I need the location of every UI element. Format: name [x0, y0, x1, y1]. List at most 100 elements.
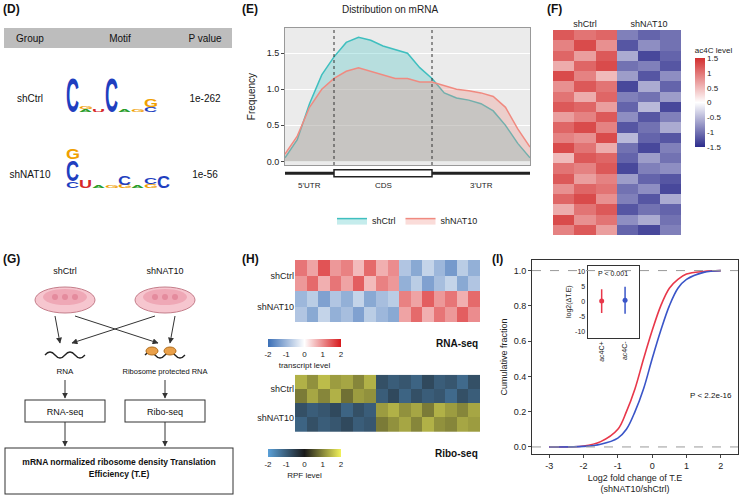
html-text:(G): (G): [3, 252, 21, 266]
svg-text:G: G: [79, 107, 93, 110]
svg-text:2: 2: [339, 350, 344, 359]
svg-text:-1: -1: [614, 461, 622, 471]
svg-text:mRNA normalized ribosome densi: mRNA normalized ribosome density Transla…: [22, 457, 215, 467]
svg-text:A: A: [92, 185, 105, 188]
svg-text:-0.5: -0.5: [707, 113, 721, 122]
svg-text:-1: -1: [283, 350, 291, 359]
svg-text:Group: Group: [16, 33, 44, 44]
svg-text:0.4: 0.4: [514, 372, 527, 382]
svg-text:G: G: [131, 109, 145, 113]
svg-text:Distribution on mRNA: Distribution on mRNA: [342, 4, 438, 15]
svg-text:0.0: 0.0: [267, 157, 280, 167]
svg-text:2: 2: [718, 461, 723, 471]
svg-text:Efficiency (T.E): Efficiency (T.E): [89, 469, 150, 479]
svg-text:ac4C-: ac4C-: [621, 341, 628, 360]
svg-text:1: 1: [321, 350, 326, 359]
svg-text:G: G: [66, 146, 80, 163]
svg-text:1.0: 1.0: [267, 84, 280, 94]
svg-text:-5: -5: [579, 313, 585, 320]
svg-text:0.0: 0.0: [514, 442, 527, 452]
svg-text:C: C: [157, 173, 171, 192]
svg-text:-1: -1: [283, 460, 291, 469]
svg-text:-2: -2: [264, 460, 272, 469]
svg-text:2: 2: [339, 460, 344, 469]
svg-text:shNAT10: shNAT10: [147, 266, 184, 276]
svg-text:Log2 fold change of T.E(shNAT1: Log2 fold change of T.E(shNAT10/shCtrl): [588, 473, 682, 495]
svg-text:0: 0: [302, 350, 307, 359]
svg-text:3'UTR: 3'UTR: [470, 181, 493, 190]
svg-text:A: A: [131, 185, 144, 188]
svg-text:Ribo-seq: Ribo-seq: [147, 407, 183, 417]
svg-text:0.2: 0.2: [514, 407, 527, 417]
svg-text:-10: -10: [575, 328, 585, 335]
svg-text:transcript level: transcript level: [279, 361, 331, 370]
svg-text:5: 5: [581, 283, 585, 290]
svg-text:Ribo-seq: Ribo-seq: [435, 448, 478, 459]
svg-text:shCtrl: shCtrl: [573, 19, 597, 29]
svg-text:P < 0.001: P < 0.001: [598, 270, 628, 277]
html-text:(F): (F): [547, 2, 563, 16]
svg-text:RNA-seq: RNA-seq: [47, 407, 84, 417]
svg-text:shNAT10: shNAT10: [441, 216, 478, 226]
html-text:(E): (E): [242, 2, 258, 16]
svg-text:C: C: [66, 153, 79, 188]
svg-text:log2(ΔT.E): log2(ΔT.E): [565, 285, 573, 318]
svg-text:RPF level: RPF level: [287, 471, 322, 480]
svg-text:0: 0: [707, 98, 712, 107]
svg-text:P < 2.2e-16: P < 2.2e-16: [690, 391, 732, 400]
svg-text:ac4C level: ac4C level: [695, 46, 733, 55]
svg-text:1.0: 1.0: [514, 266, 527, 276]
svg-text:shCtrl: shCtrl: [270, 271, 294, 281]
svg-text:0.5: 0.5: [267, 120, 280, 130]
svg-text:-1: -1: [707, 128, 715, 137]
svg-text:P value: P value: [188, 33, 222, 44]
html-text:(D): (D): [3, 2, 20, 16]
svg-text:-3: -3: [545, 461, 553, 471]
svg-text:0: 0: [650, 461, 655, 471]
svg-text:C: C: [144, 175, 157, 185]
svg-text:Ribosome protected RNA: Ribosome protected RNA: [122, 367, 207, 376]
svg-text:G: G: [105, 185, 119, 189]
html-text:(H): (H): [242, 252, 259, 266]
svg-text:1.5: 1.5: [707, 54, 719, 63]
svg-text:shNAT10: shNAT10: [257, 413, 294, 423]
svg-text:shNAT10: shNAT10: [10, 169, 51, 180]
svg-text:-2: -2: [264, 350, 272, 359]
svg-text:C: C: [66, 68, 79, 122]
svg-text:shCtrl: shCtrl: [372, 216, 396, 226]
svg-text:shCtrl: shCtrl: [17, 93, 43, 104]
html-text:(I): (I): [492, 252, 504, 266]
svg-text:shNAT10: shNAT10: [631, 19, 668, 29]
svg-text:1e-56: 1e-56: [192, 169, 218, 180]
svg-text:Frequency: Frequency: [246, 73, 257, 120]
svg-text:CDS: CDS: [375, 181, 392, 190]
svg-text:5'UTR: 5'UTR: [298, 181, 321, 190]
svg-text:U: U: [92, 109, 105, 112]
svg-text:shNAT10: shNAT10: [257, 302, 294, 312]
svg-text:U: U: [79, 179, 92, 190]
svg-text:1e-262: 1e-262: [189, 93, 221, 104]
svg-text:0: 0: [581, 298, 585, 305]
svg-text:-1.5: -1.5: [707, 143, 721, 152]
svg-text:0.8: 0.8: [514, 301, 527, 311]
svg-text:G: G: [144, 97, 158, 108]
svg-text:10: 10: [577, 268, 585, 275]
svg-text:0.5: 0.5: [707, 84, 719, 93]
svg-text:-2: -2: [579, 461, 587, 471]
svg-text:shCtrl: shCtrl: [53, 266, 77, 276]
svg-text:ac4C+: ac4C+: [598, 341, 605, 361]
svg-text:1.5: 1.5: [267, 48, 280, 58]
svg-text:RNA-seq: RNA-seq: [436, 338, 478, 349]
svg-text:A: A: [118, 109, 131, 112]
svg-text:0: 0: [302, 460, 307, 469]
svg-text:0.6: 0.6: [514, 336, 527, 346]
svg-text:Motif: Motif: [109, 33, 131, 44]
svg-text:shCtrl: shCtrl: [270, 384, 294, 394]
svg-text:Cumulative fraction: Cumulative fraction: [499, 318, 509, 395]
svg-text:1: 1: [707, 69, 712, 78]
svg-text:C: C: [118, 173, 132, 187]
svg-text:1: 1: [684, 461, 689, 471]
svg-text:RNA: RNA: [57, 367, 75, 376]
svg-text:1: 1: [321, 460, 326, 469]
svg-text:C: C: [105, 68, 118, 122]
